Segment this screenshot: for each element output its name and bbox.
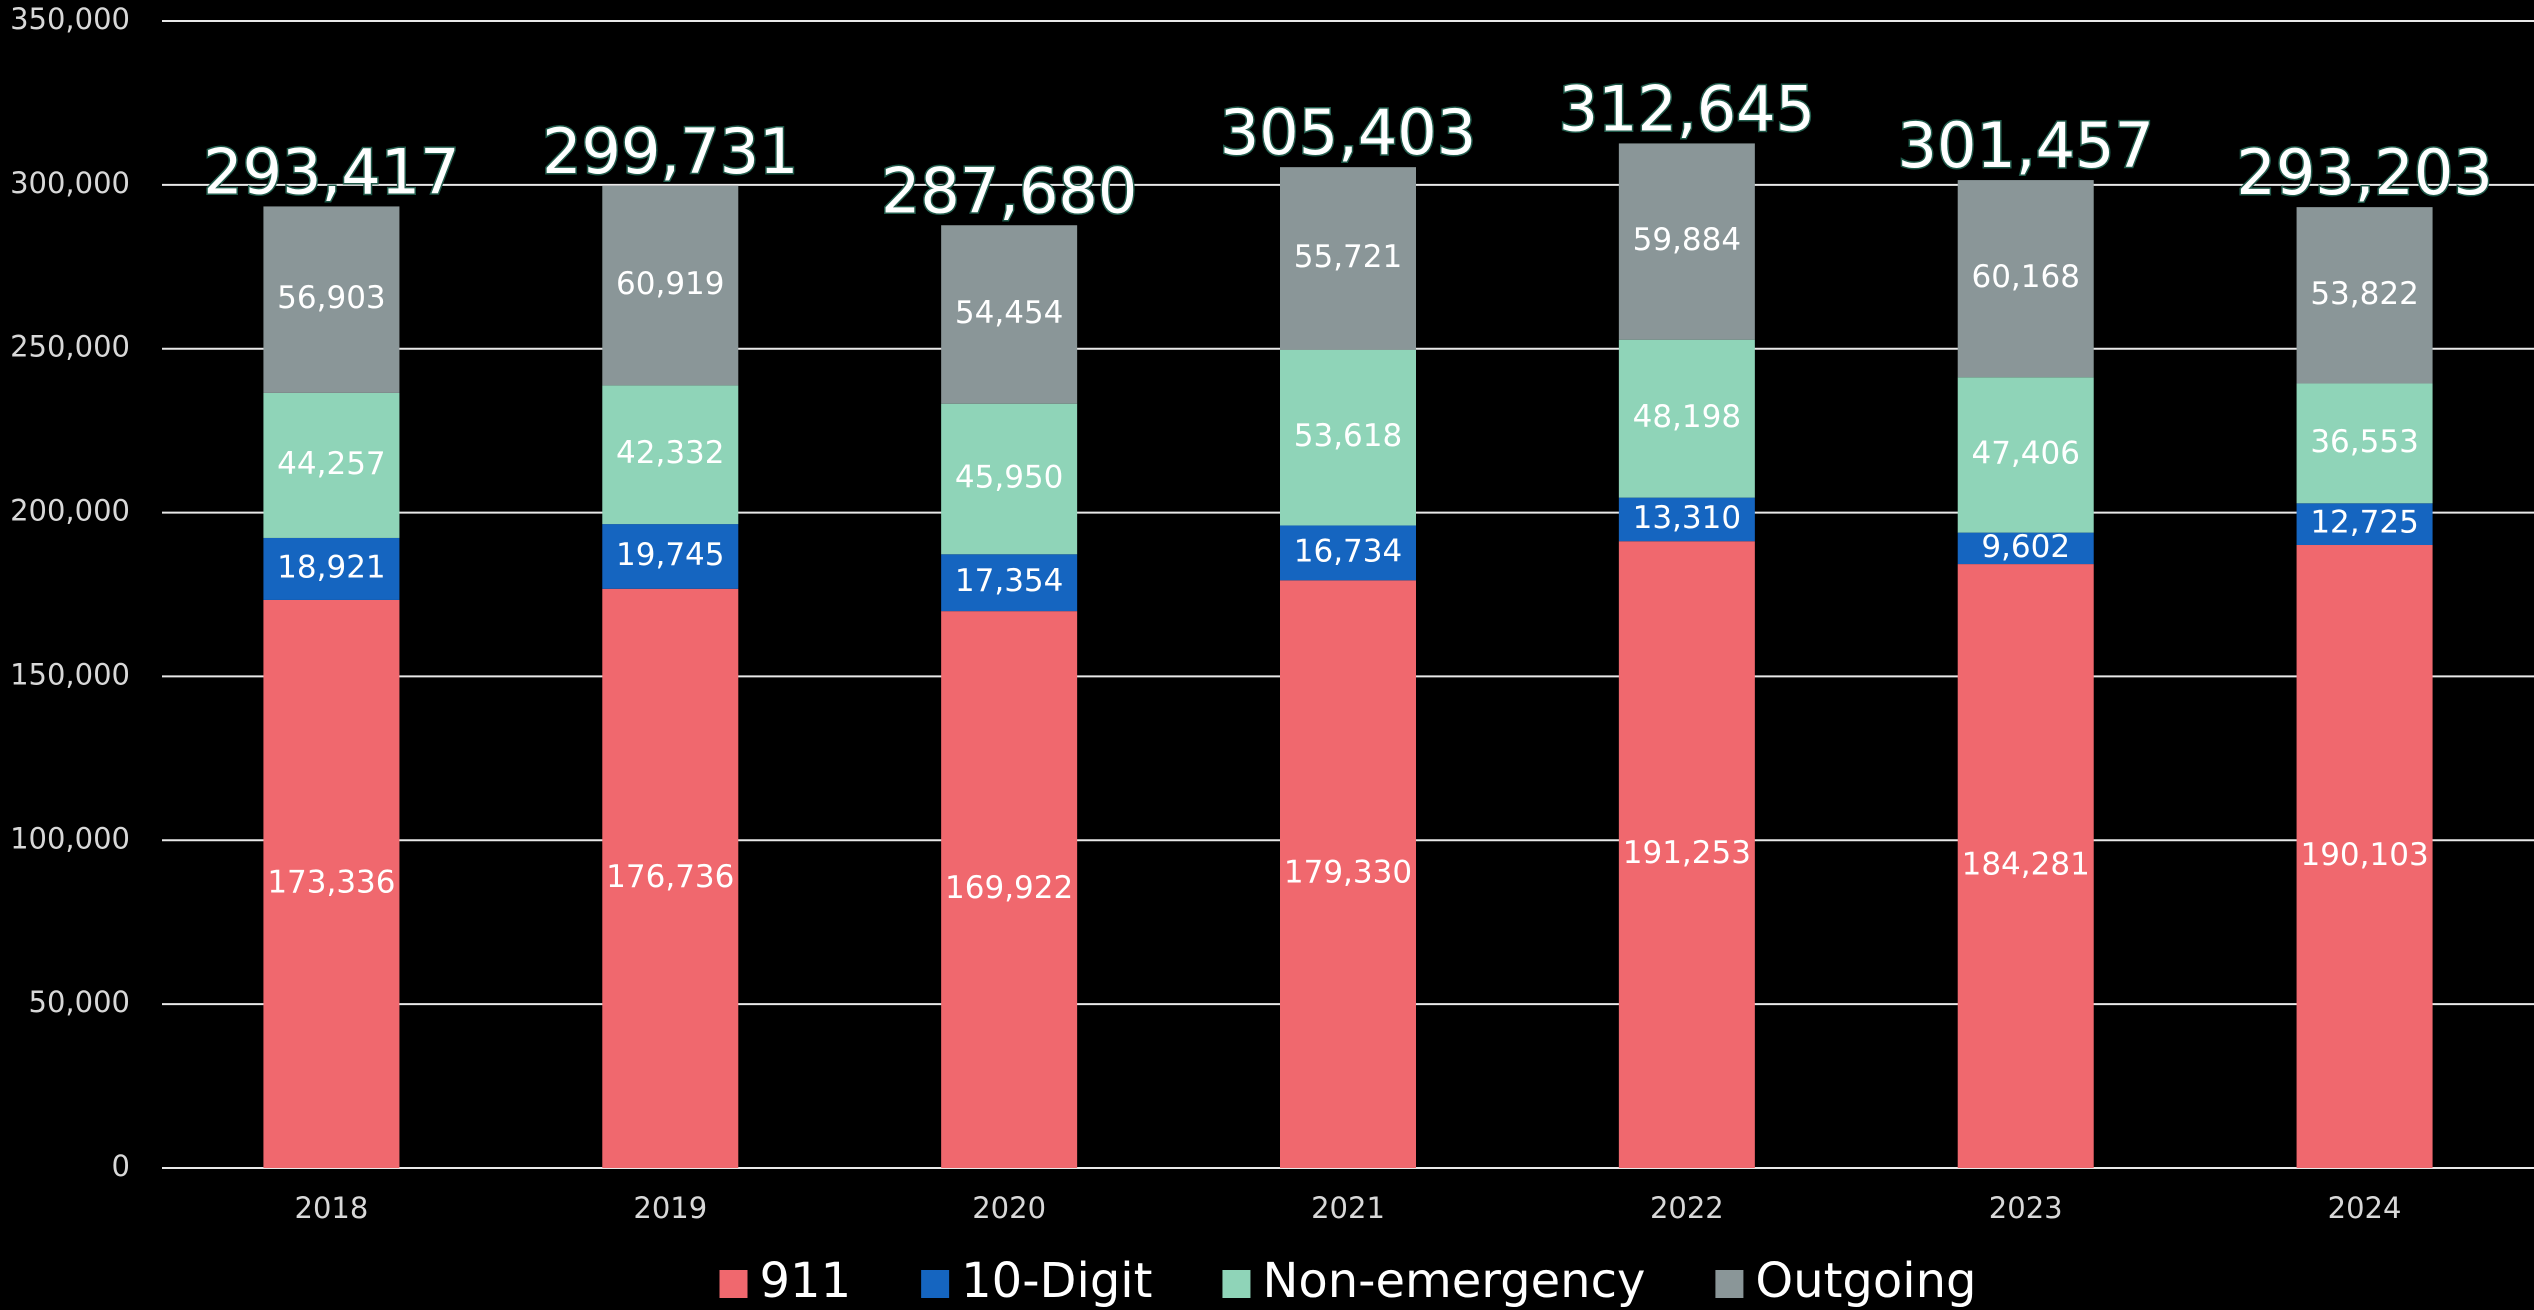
total-label: 305,403: [1220, 96, 1476, 169]
bar-segment: [1618, 339, 1755, 498]
bar-segment: [602, 385, 739, 525]
value-label: 47,406: [1971, 435, 2079, 471]
x-tick-label: 2018: [295, 1191, 369, 1225]
total-label: 287,680: [881, 154, 1137, 227]
total-label: 299,731: [542, 115, 798, 188]
value-label: 176,736: [606, 859, 734, 895]
bar-segment: [1280, 167, 1416, 350]
value-label: 59,884: [1633, 222, 1741, 258]
value-label: 53,822: [2310, 276, 2418, 312]
bar-segment: [1957, 180, 2094, 378]
value-label: 18,921: [277, 549, 385, 585]
bar-segment: [1957, 532, 2094, 565]
bar-segment: [1280, 349, 1416, 526]
bar-segment: [1618, 541, 1755, 1168]
total-label: 312,645: [1559, 73, 1815, 146]
bar-segment: [602, 524, 739, 589]
bar-segment: [1618, 497, 1755, 542]
y-tick-label: 300,000: [10, 166, 130, 200]
value-label: 9,602: [1981, 529, 2070, 565]
bar-segment: [941, 611, 1078, 1168]
bar-segment: [1957, 564, 2094, 1168]
bar-segment: [2296, 545, 2433, 1168]
legend-label: 10-Digit: [961, 1253, 1152, 1309]
value-label: 184,281: [1962, 847, 2090, 883]
bar-segment: [2296, 503, 2433, 546]
value-label: 179,330: [1284, 855, 1412, 891]
value-label: 36,553: [2310, 424, 2418, 460]
total-label: 301,457: [1898, 109, 2154, 182]
legend-swatch: [719, 1270, 748, 1298]
value-label: 13,310: [1633, 500, 1741, 536]
bar-segment: [1618, 143, 1755, 340]
value-label: 60,168: [1971, 259, 2079, 295]
legend-label: Non-emergency: [1262, 1253, 1645, 1309]
value-label: 169,922: [945, 870, 1073, 906]
value-label: 45,950: [955, 459, 1063, 495]
value-label: 54,454: [955, 295, 1063, 331]
bar-segment: [263, 599, 400, 1168]
bar-segment: [602, 185, 739, 386]
y-tick-label: 200,000: [10, 494, 130, 528]
value-label: 12,725: [2310, 505, 2418, 541]
value-label: 42,332: [616, 435, 724, 471]
x-tick-label: 2024: [2328, 1191, 2402, 1225]
bar-segment: [2296, 207, 2433, 384]
legend-label: 911: [760, 1253, 852, 1309]
y-tick-label: 50,000: [29, 985, 130, 1019]
legend-swatch: [1715, 1270, 1744, 1298]
bar-segment: [263, 392, 400, 538]
bar-segment: [1280, 525, 1416, 581]
value-label: 191,253: [1623, 835, 1751, 871]
legend-swatch: [921, 1270, 950, 1298]
bar-segment: [2296, 383, 2433, 504]
value-label: 16,734: [1294, 533, 1402, 569]
x-tick-label: 2020: [972, 1191, 1046, 1225]
bar-segment: [263, 537, 400, 600]
total-label: 293,203: [2236, 136, 2492, 209]
value-label: 17,354: [955, 563, 1063, 599]
value-label: 19,745: [616, 537, 724, 573]
legend-label: Outgoing: [1755, 1253, 1976, 1309]
value-label: 53,618: [1294, 418, 1402, 454]
legend-swatch: [1222, 1270, 1251, 1298]
y-tick-label: 250,000: [10, 330, 130, 364]
bar-segment: [941, 554, 1078, 612]
value-label: 173,336: [267, 864, 395, 900]
x-tick-label: 2019: [633, 1191, 707, 1225]
bar-segment: [602, 588, 739, 1168]
value-label: 56,903: [277, 280, 385, 316]
bar-segment: [941, 403, 1078, 555]
bar-segment: [1280, 580, 1416, 1168]
value-label: 55,721: [1294, 239, 1402, 275]
bar-segment: [1957, 377, 2094, 533]
bar-segment: [263, 206, 400, 393]
x-tick-label: 2021: [1311, 1191, 1385, 1225]
y-tick-label: 0: [112, 1149, 130, 1183]
x-tick-label: 2023: [1989, 1191, 2063, 1225]
value-label: 60,919: [616, 266, 724, 302]
value-label: 48,198: [1633, 399, 1741, 435]
total-label: 293,417: [203, 136, 459, 209]
y-tick-label: 150,000: [10, 657, 130, 691]
x-tick-label: 2022: [1650, 1191, 1724, 1225]
y-tick-label: 350,000: [10, 2, 130, 36]
y-tick-label: 100,000: [10, 821, 130, 855]
value-label: 190,103: [2300, 837, 2428, 873]
value-label: 44,257: [277, 446, 385, 482]
bar-segment: [941, 225, 1078, 404]
